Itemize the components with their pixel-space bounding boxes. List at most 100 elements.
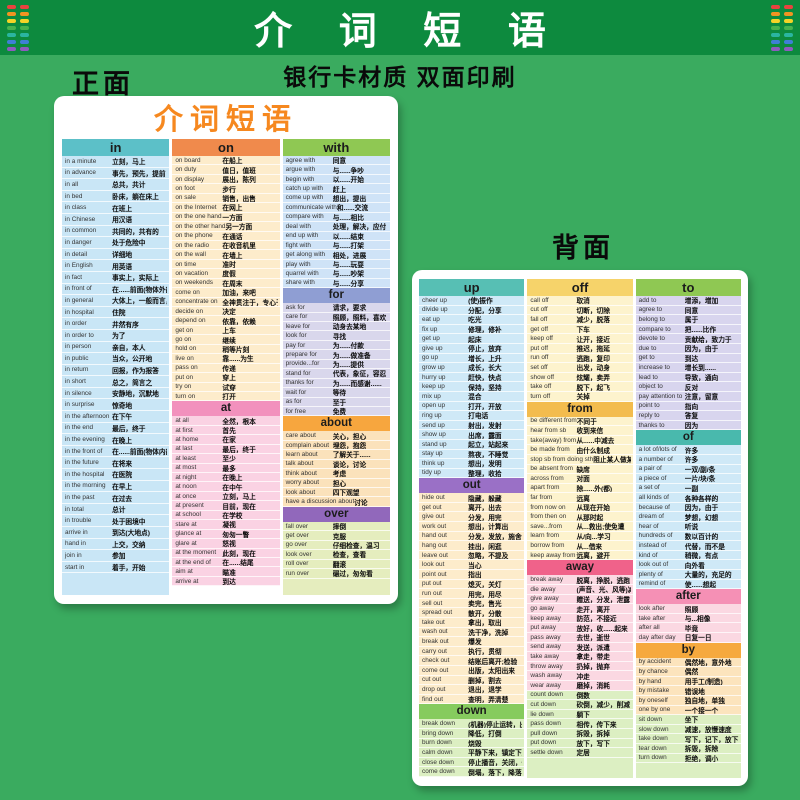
phrase-chinese: 定居: [576, 750, 590, 758]
phrase-english: stay up: [422, 450, 443, 458]
phrase-chinese: 照顾: [684, 606, 699, 614]
phrase-row: at once 立刻，马上: [172, 491, 280, 502]
phrase-chinese: 等待: [332, 390, 347, 398]
phrase-row: in order 井然有序: [62, 318, 170, 330]
phrase-row: take(away) from 从......中减去: [527, 435, 633, 446]
phrase-chinese: 写下，记下，放下: [684, 736, 739, 744]
section-header-in: in: [62, 139, 170, 156]
phrase-chinese: 立刻，马上: [222, 494, 256, 502]
deco-dash: [784, 5, 793, 9]
phrase-chinese: 停止，放弃: [468, 346, 502, 354]
phrase-english: agree to: [638, 306, 663, 314]
phrase-chinese: 靠......为生: [222, 356, 254, 364]
phrase-row: open up 打开，开放: [419, 401, 525, 412]
phrase-chinese: 增添，增加: [684, 298, 719, 306]
deco-dash: [771, 19, 780, 23]
phrase-row: be absent from 缺席: [527, 464, 633, 475]
phrase-row: compare to 把......比作: [635, 324, 741, 335]
deco-dash: [771, 47, 780, 51]
phrase-row: in a minute 立刻，马上: [62, 156, 170, 168]
phrase-row: borrow from 从...借来: [527, 541, 633, 551]
phrase-english: in order to: [65, 331, 94, 339]
phrase-english: glance at: [175, 530, 202, 538]
phrase-row: provide...for 为......提供: [282, 359, 390, 370]
section-header-down: down: [419, 704, 525, 720]
deco-dash: [784, 33, 793, 37]
phrase-chinese: 当心: [468, 562, 482, 570]
phrase-english: in surprise: [65, 401, 95, 409]
phrase-chinese: 为了: [112, 333, 126, 341]
phrase-row: run out 用完，用尽: [419, 589, 525, 599]
phrase-chinese: 除......外(都): [576, 485, 613, 493]
deco-dash: [20, 33, 29, 37]
phrase-english: at noon: [175, 483, 197, 491]
phrase-chinese: 销售，出售: [222, 195, 256, 203]
phrase-row: pass on 传递: [172, 363, 280, 374]
phrase-chinese: 考虑: [332, 471, 347, 479]
phrase-english: show off: [530, 373, 555, 381]
phrase-english: wear away: [530, 681, 561, 689]
phrase-row: apart from 除......外(都): [527, 483, 633, 494]
deco-dash: [7, 33, 16, 37]
phrase-row: look over 检查，查看: [282, 550, 390, 560]
phrase-chinese: 想出，计算出: [468, 524, 509, 532]
empty-space: [635, 763, 741, 778]
phrase-row: run off 逃跑，复印: [527, 353, 633, 364]
phrase-chinese: 梦想，幻想: [684, 514, 719, 522]
phrase-row: on display 展出，陈列: [172, 174, 280, 185]
phrase-english: begin with: [285, 175, 315, 183]
phrase-chinese: 洗干净，洗掉: [468, 629, 509, 637]
phrase-row: put off 推迟，拖延: [527, 343, 633, 354]
back-side-label: 背面: [552, 233, 614, 263]
phrase-chinese: 大量的，充足的: [684, 572, 732, 580]
phrase-chinese: 扔掉，抛弃: [576, 664, 610, 672]
phrase-chinese: 远离: [576, 495, 590, 503]
phrase-row: agree to 同意: [635, 305, 741, 316]
deco-dash: [20, 26, 29, 30]
phrase-chinese: 加油，来吧: [222, 290, 256, 298]
deco-dash: [20, 19, 29, 23]
phrase-chinese: 关心，担心: [332, 433, 367, 441]
phrase-row: fall off 减少，脱落: [527, 315, 633, 325]
phrase-row: put out 熄灭，关灯: [419, 579, 525, 590]
phrase-row: pass away 去世，逝世: [527, 633, 633, 643]
phrase-chinese: 继续: [222, 337, 236, 345]
phrase-row: try on 试穿: [172, 382, 280, 392]
phrase-row: quarrel with 与......吵架: [282, 269, 390, 279]
phrase-english: hang out: [422, 542, 447, 550]
phrase-chinese: 熬夜，不睡觉: [468, 451, 509, 459]
phrase-chinese: 打电话: [468, 413, 489, 421]
phrase-row: show off 炫耀，卖弄: [527, 372, 633, 383]
phrase-english: divide up: [422, 306, 448, 314]
phrase-row: bring down 降低，打倒: [419, 728, 525, 739]
phrase-chinese: 听说: [684, 524, 699, 532]
phrase-chinese: 从现在开始: [576, 505, 610, 513]
phrase-english: day after day: [638, 633, 676, 641]
phrase-chinese: 增长，上升: [468, 355, 502, 363]
phrase-row: on the phone 在通话: [172, 231, 280, 241]
phrase-row: fix up 修理，修补: [419, 324, 525, 335]
phrase-row: get out 离开，出去: [419, 502, 525, 513]
deco-dash: [7, 26, 16, 30]
phrase-chinese: 平静下来，镇定下来: [468, 750, 523, 758]
phrase-row: give up 停止，放弃: [419, 343, 525, 354]
phrase-chinese: 立刻，马上: [112, 159, 146, 167]
phrase-chinese: 准时: [222, 262, 236, 270]
phrase-chinese: 总共，共计: [112, 182, 146, 190]
phrase-english: wash away: [530, 672, 562, 680]
phrase-chinese: 当众，公开地: [112, 356, 153, 364]
phrase-english: at all: [175, 417, 189, 425]
phrase-english: far from: [530, 494, 553, 502]
phrase-row: save...from 从...救出;使免遭: [527, 522, 633, 532]
phrase-row: care for 照顾，照料，喜欢: [282, 312, 390, 322]
phrase-row: leave out 忽略，不提及: [419, 550, 525, 561]
phrase-english: hand in: [65, 540, 86, 548]
phrase-row: stand for 代表，象征，容忍: [282, 369, 390, 379]
phrase-chinese: 在收音机里: [222, 243, 256, 251]
phrase-chinese: 阻止某人做某事: [593, 457, 630, 465]
phrase-english: mix up: [422, 392, 441, 400]
phrase-english: pay attention to: [638, 392, 683, 400]
phrase-chinese: 亲自，本人: [112, 344, 146, 352]
phrase-row: on duty 值日，值班: [172, 165, 280, 175]
phrase-row: look out 当心: [419, 560, 525, 571]
